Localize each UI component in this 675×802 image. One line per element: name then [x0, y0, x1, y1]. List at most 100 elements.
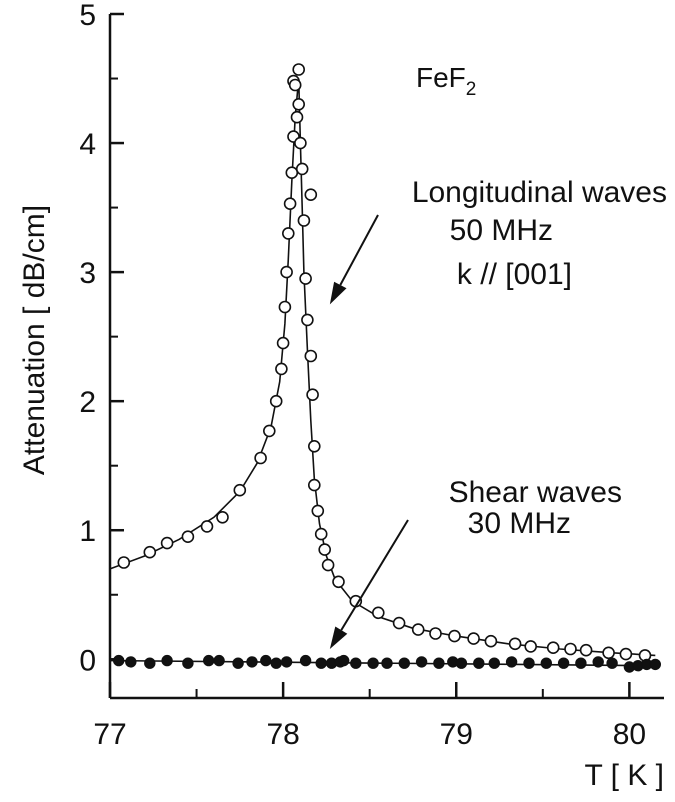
- x-tick-label: 79: [440, 718, 473, 751]
- shear-data-point: [350, 657, 362, 669]
- longitudinal-data-point: [564, 642, 577, 656]
- longitudinal-data-point: [332, 575, 345, 589]
- longitudinal-label: Longitudinal waves: [412, 176, 667, 209]
- longitudinal-data-point: [283, 197, 297, 210]
- y-tick-label: 1: [79, 515, 96, 548]
- shear-data-point: [161, 654, 173, 667]
- longitudinal-data-point: [262, 424, 276, 438]
- longitudinal-data-point: [278, 300, 292, 314]
- y-axis-label: Attenuation [ dB/cm]: [18, 205, 51, 475]
- longitudinal-arrow-head: [329, 281, 347, 305]
- longitudinal-data-point: [290, 110, 304, 124]
- shear-data-point: [232, 657, 244, 669]
- longitudinal-frequency-label: 50 MHz: [450, 214, 553, 247]
- x-tick-label: 77: [93, 718, 126, 751]
- longitudinal-data-point: [269, 394, 283, 408]
- shear-data-point: [203, 654, 215, 667]
- longitudinal-data-point: [160, 536, 174, 550]
- shear-data-point: [557, 657, 570, 669]
- chart-title: FeF2: [416, 62, 476, 100]
- annotation-arrows: [329, 214, 409, 649]
- shear-arrow-head: [329, 626, 348, 649]
- longitudinal-data-point: [281, 227, 295, 240]
- longitudinal-data-point: [285, 166, 299, 179]
- shear-data-point: [575, 657, 587, 669]
- longitudinal-data-point: [216, 510, 229, 524]
- shear-data-point: [260, 654, 272, 667]
- longitudinal-data-point: [306, 388, 319, 402]
- shear-data-point: [270, 657, 282, 669]
- longitudinal-data-point: [275, 362, 288, 376]
- x-axis-label: T [ K ]: [585, 759, 664, 792]
- shear-data-point: [338, 654, 350, 667]
- longitudinal-data-point: [276, 336, 290, 350]
- shear-data-point: [315, 657, 327, 669]
- longitudinal-data-point: [143, 545, 157, 559]
- longitudinal-data-point: [280, 265, 293, 279]
- shear-frequency-label: 30 MHz: [468, 507, 571, 540]
- x-tick-label: 80: [613, 718, 646, 751]
- shear-data-point: [299, 654, 312, 667]
- longitudinal-data-point: [294, 136, 307, 150]
- longitudinal-data-point: [429, 627, 442, 640]
- shear-data-point: [415, 656, 428, 668]
- shear-data-point: [367, 657, 379, 669]
- longitudinal-data-point: [295, 162, 309, 176]
- longitudinal-data-point: [314, 527, 328, 541]
- longitudinal-arrow-line: [339, 214, 379, 286]
- shear-data-point: [455, 657, 468, 669]
- longitudinal-data-point: [307, 439, 321, 453]
- data-points: [113, 63, 661, 673]
- longitudinal-fit-line: [109, 78, 656, 657]
- longitudinal-data-point: [200, 520, 214, 533]
- longitudinal-data-point: [304, 188, 318, 201]
- y-tick-label: 2: [79, 386, 96, 419]
- shear-data-point: [381, 657, 393, 669]
- longitudinal-data-point: [546, 641, 560, 655]
- shear-data-point: [505, 656, 518, 668]
- shear-data-point: [125, 656, 137, 668]
- longitudinal-data-point: [311, 504, 325, 518]
- longitudinal-data-point: [292, 98, 306, 111]
- shear-data-point: [398, 657, 410, 669]
- x-tick-label: 78: [266, 718, 299, 751]
- longitudinal-data-point: [292, 63, 306, 76]
- longitudinal-data-point: [321, 558, 335, 572]
- longitudinal-data-point: [602, 646, 615, 660]
- longitudinal-data-point: [467, 632, 480, 645]
- longitudinal-data-point: [288, 78, 302, 92]
- longitudinal-data-point: [318, 543, 332, 556]
- shear-data-point: [213, 654, 225, 667]
- shear-data-point: [592, 656, 604, 668]
- shear-data-point: [113, 654, 125, 667]
- y-tick-label: 3: [79, 257, 96, 290]
- longitudinal-data-point: [299, 272, 312, 285]
- longitudinal-data-point: [181, 530, 195, 544]
- longitudinal-data-point: [411, 623, 425, 636]
- longitudinal-direction-label: k // [001]: [457, 258, 572, 291]
- y-tick-label: 5: [79, 0, 96, 32]
- shear-data-point: [649, 658, 661, 671]
- longitudinal-data-point: [117, 556, 131, 569]
- fit-curves: [109, 78, 656, 667]
- longitudinal-data-point: [371, 606, 385, 620]
- shear-data-point: [540, 657, 552, 669]
- shear-data-point: [488, 657, 500, 669]
- shear-data-point: [144, 657, 156, 669]
- shear-data-point: [246, 656, 258, 668]
- chart-axes: 0 1 2 3 4 5 77 78 79 80: [79, 0, 664, 751]
- longitudinal-data-point: [301, 313, 314, 327]
- shear-data-point: [473, 657, 485, 669]
- longitudinal-data-point: [508, 637, 522, 651]
- shear-label: Shear waves: [449, 476, 622, 509]
- longitudinal-data-point: [254, 451, 267, 465]
- shear-arrow-line: [340, 519, 409, 631]
- longitudinal-data-point: [579, 643, 593, 657]
- longitudinal-data-point: [619, 647, 633, 661]
- longitudinal-data-point: [307, 478, 321, 492]
- shear-data-point: [433, 657, 445, 669]
- longitudinal-data-point: [392, 616, 406, 630]
- y-tick-label: 4: [79, 128, 96, 161]
- longitudinal-data-point: [524, 640, 538, 653]
